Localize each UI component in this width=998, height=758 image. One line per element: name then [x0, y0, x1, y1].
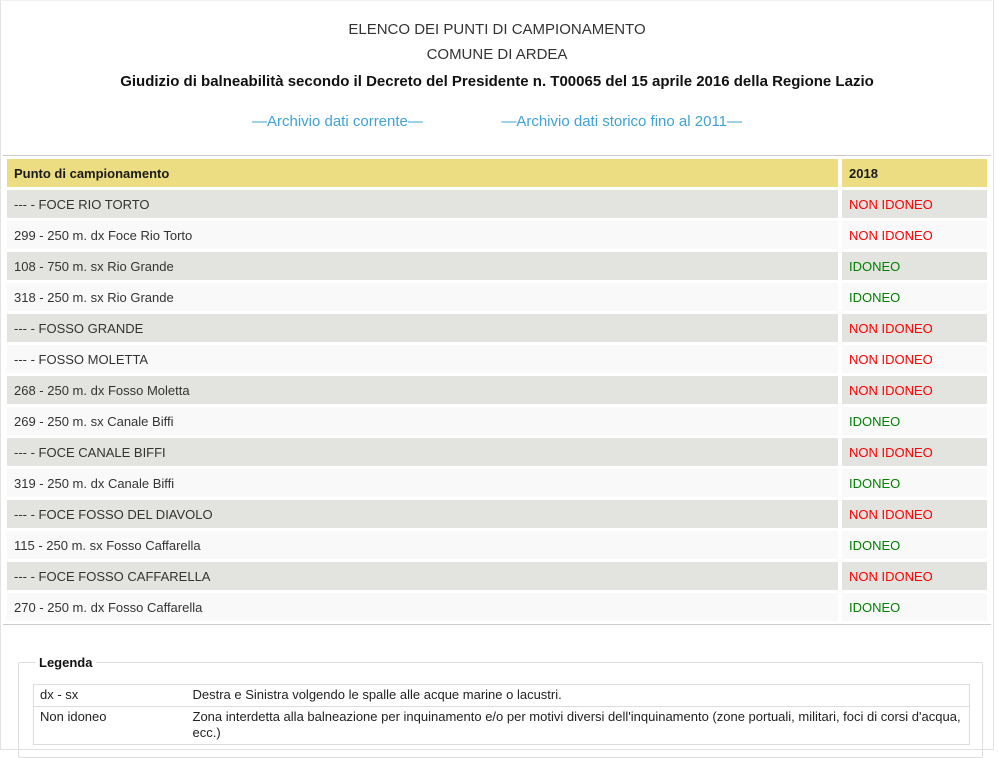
- sampling-point-cell: --- - FOSSO MOLETTA: [7, 345, 838, 373]
- sampling-point-cell: 318 - 250 m. sx Rio Grande: [7, 283, 838, 311]
- status-cell: NON IDONEO: [842, 314, 987, 342]
- status-cell: IDONEO: [842, 252, 987, 280]
- status-cell: IDONEO: [842, 593, 987, 621]
- status-cell: IDONEO: [842, 283, 987, 311]
- legend-term: Non idoneo: [33, 706, 187, 745]
- status-cell: NON IDONEO: [842, 500, 987, 528]
- sampling-point-cell: --- - FOCE RIO TORTO: [7, 190, 838, 218]
- sampling-point-cell: --- - FOSSO GRANDE: [7, 314, 838, 342]
- sampling-point-cell: --- - FOCE FOSSO DEL DIAVOLO: [7, 500, 838, 528]
- status-cell: IDONEO: [842, 407, 987, 435]
- sampling-point-cell: 270 - 250 m. dx Fosso Caffarella: [7, 593, 838, 621]
- status-cell: IDONEO: [842, 469, 987, 497]
- legend-row: Non idoneo Zona interdetta alla balneazi…: [33, 706, 970, 745]
- status-cell: NON IDONEO: [842, 345, 987, 373]
- sampling-point-cell: 319 - 250 m. dx Canale Biffi: [7, 469, 838, 497]
- sampling-point-cell: 269 - 250 m. sx Canale Biffi: [7, 407, 838, 435]
- table-row: --- - FOCE FOSSO CAFFARELLA NON IDONEO: [7, 562, 987, 590]
- legend-description: Destra e Sinistra volgendo le spalle all…: [192, 687, 562, 702]
- decree-heading: Giudizio di balneabilità secondo il Decr…: [120, 73, 874, 90]
- sampling-point-cell: 108 - 750 m. sx Rio Grande: [7, 252, 838, 280]
- status-cell: NON IDONEO: [842, 190, 987, 218]
- table-body: --- - FOCE RIO TORTO NON IDONEO 299 - 25…: [7, 190, 987, 621]
- table-header-row: Punto di campionamento 2018: [7, 159, 987, 187]
- sampling-point-cell: --- - FOCE FOSSO CAFFARELLA: [7, 562, 838, 590]
- sampling-point-cell: 115 - 250 m. sx Fosso Caffarella: [7, 531, 838, 559]
- status-cell: IDONEO: [842, 531, 987, 559]
- table-row: 318 - 250 m. sx Rio Grande IDONEO: [7, 283, 987, 311]
- table-row: 319 - 250 m. dx Canale Biffi IDONEO: [7, 469, 987, 497]
- sampling-points-table: Punto di campionamento 2018 --- - FOCE R…: [3, 155, 991, 625]
- table-row: --- - FOSSO GRANDE NON IDONEO: [7, 314, 987, 342]
- column-header-punto: Punto di campionamento: [7, 159, 838, 187]
- page-title: ELENCO DEI PUNTI DI CAMPIONAMENTO: [348, 21, 646, 38]
- legend-title: Legenda: [39, 655, 93, 670]
- table-row: 299 - 250 m. dx Foce Rio Torto NON IDONE…: [7, 221, 987, 249]
- link-archivio-corrente[interactable]: —Archivio dati corrente—: [251, 113, 423, 130]
- sampling-point-cell: 299 - 250 m. dx Foce Rio Torto: [7, 221, 838, 249]
- table-row: --- - FOCE FOSSO DEL DIAVOLO NON IDONEO: [7, 500, 987, 528]
- sampling-point-cell: 268 - 250 m. dx Fosso Moletta: [7, 376, 838, 404]
- sampling-point-cell: --- - FOCE CANALE BIFFI: [7, 438, 838, 466]
- table-row: --- - FOCE RIO TORTO NON IDONEO: [7, 190, 987, 218]
- page-subtitle-comune: COMUNE DI ARDEA: [426, 46, 568, 63]
- archive-links: —Archivio dati corrente— —Archivio dati …: [1, 113, 993, 131]
- table-row: 270 - 250 m. dx Fosso Caffarella IDONEO: [7, 593, 987, 621]
- column-header-2018: 2018: [842, 159, 987, 187]
- table-row: 115 - 250 m. sx Fosso Caffarella IDONEO: [7, 531, 987, 559]
- legend-term: dx - sx: [40, 687, 79, 702]
- table-row: --- - FOSSO MOLETTA NON IDONEO: [7, 345, 987, 373]
- legend-row: dx - sx Destra e Sinistra volgendo le sp…: [34, 685, 970, 707]
- table-row: --- - FOCE CANALE BIFFI NON IDONEO: [7, 438, 987, 466]
- status-cell: NON IDONEO: [842, 562, 987, 590]
- table-row: 269 - 250 m. sx Canale Biffi IDONEO: [7, 407, 987, 435]
- legend-description: Zona interdetta alla balneazione per inq…: [186, 706, 970, 745]
- table-row: 108 - 750 m. sx Rio Grande IDONEO: [7, 252, 987, 280]
- link-archivio-storico[interactable]: —Archivio dati storico fino al 2011—: [501, 113, 743, 130]
- legend-fieldset: Legenda dx - sx Destra e Sinistra volgen…: [18, 655, 983, 758]
- legend-table: dx - sx Destra e Sinistra volgendo le sp…: [33, 684, 970, 745]
- status-cell: NON IDONEO: [842, 221, 987, 249]
- status-cell: NON IDONEO: [842, 438, 987, 466]
- status-cell: NON IDONEO: [842, 376, 987, 404]
- table-row: 268 - 250 m. dx Fosso Moletta NON IDONEO: [7, 376, 987, 404]
